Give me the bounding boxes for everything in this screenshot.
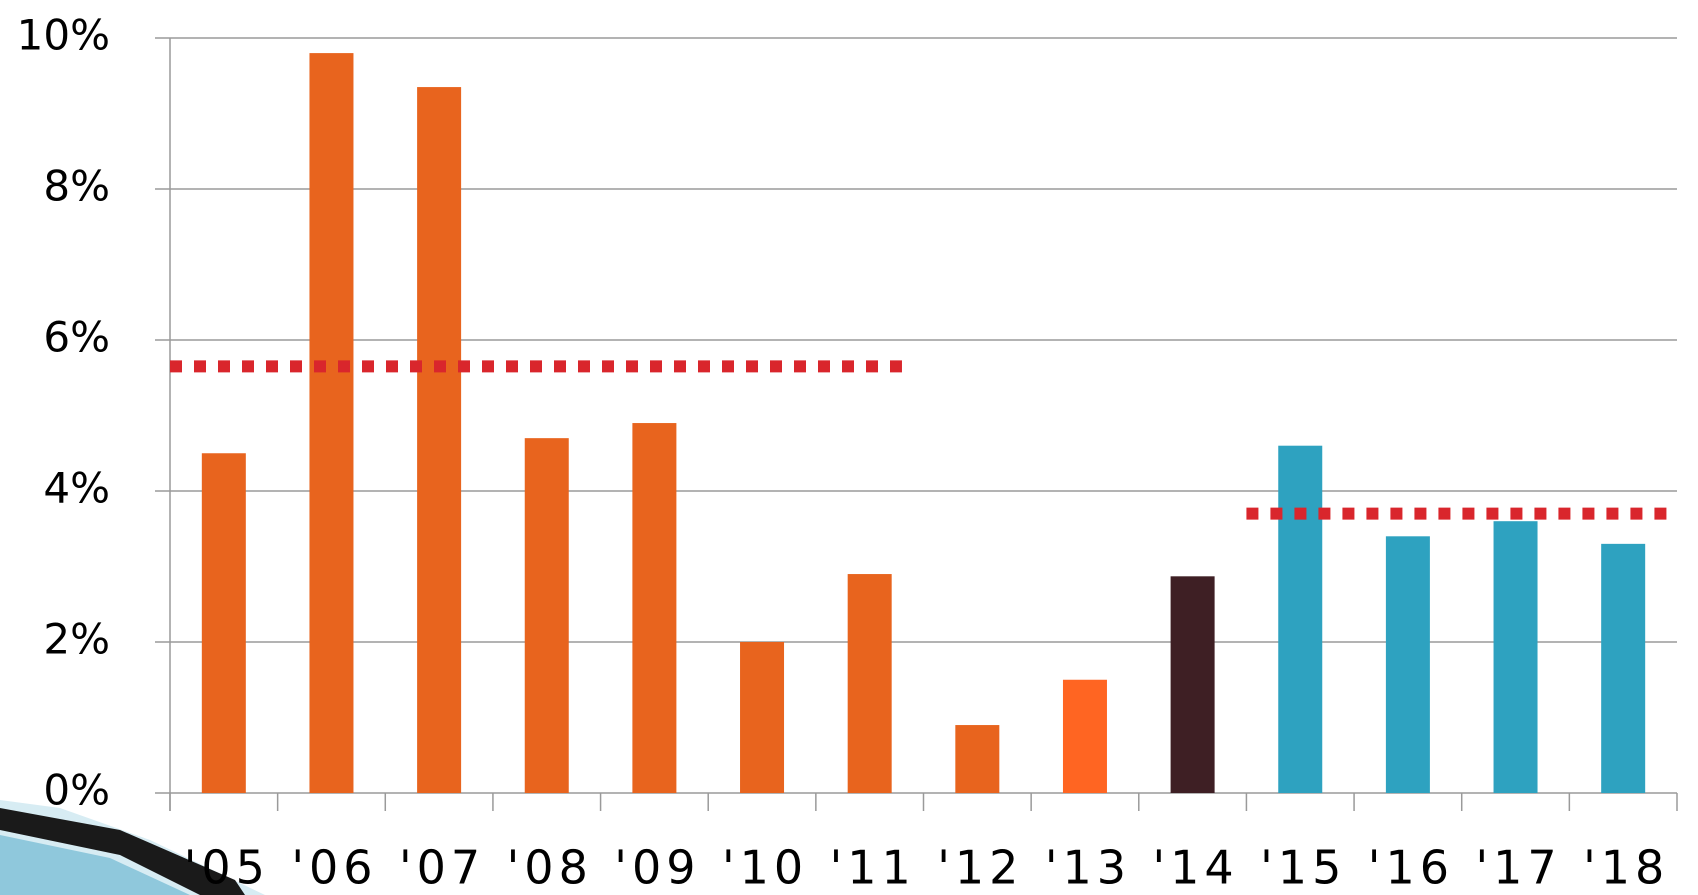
bar — [847, 574, 892, 793]
swoosh-dark — [0, 808, 245, 895]
bar — [1170, 576, 1215, 793]
bar — [632, 423, 677, 793]
x-tick-label: '12 — [937, 841, 1023, 895]
bar — [1385, 536, 1430, 793]
corner-swoosh — [0, 800, 265, 895]
y-tick-label: 8% — [43, 162, 110, 211]
y-tick-label: 4% — [43, 464, 110, 513]
y-tick-label: 0% — [43, 766, 110, 815]
x-tick-label: '05 — [184, 841, 270, 895]
bar — [740, 642, 785, 793]
swoosh-mid — [0, 835, 190, 895]
x-tick-label: '11 — [830, 841, 916, 895]
bar — [1601, 543, 1646, 793]
x-tick-label: '17 — [1475, 841, 1561, 895]
y-tick-label: 2% — [43, 615, 110, 664]
x-tick-label: '06 — [291, 841, 377, 895]
bar — [1493, 521, 1538, 793]
bar — [1278, 445, 1323, 793]
x-tick-label: '16 — [1368, 841, 1454, 895]
bar — [201, 453, 246, 793]
bar — [524, 438, 569, 793]
x-tick-label: '10 — [722, 841, 808, 895]
bar — [309, 53, 354, 794]
y-tick-label: 6% — [43, 313, 110, 362]
x-tick-label: '09 — [614, 841, 700, 895]
x-tick-label: '07 — [399, 841, 485, 895]
y-tick-label: 10% — [17, 11, 110, 60]
bar — [1062, 679, 1107, 793]
x-tick-label: '15 — [1260, 841, 1346, 895]
x-tick-label: '13 — [1045, 841, 1131, 895]
bar — [955, 725, 1000, 793]
x-tick-label: '08 — [507, 841, 593, 895]
x-tick-label: '14 — [1153, 841, 1239, 895]
x-tick-label: '18 — [1583, 841, 1669, 895]
bar — [417, 87, 462, 793]
